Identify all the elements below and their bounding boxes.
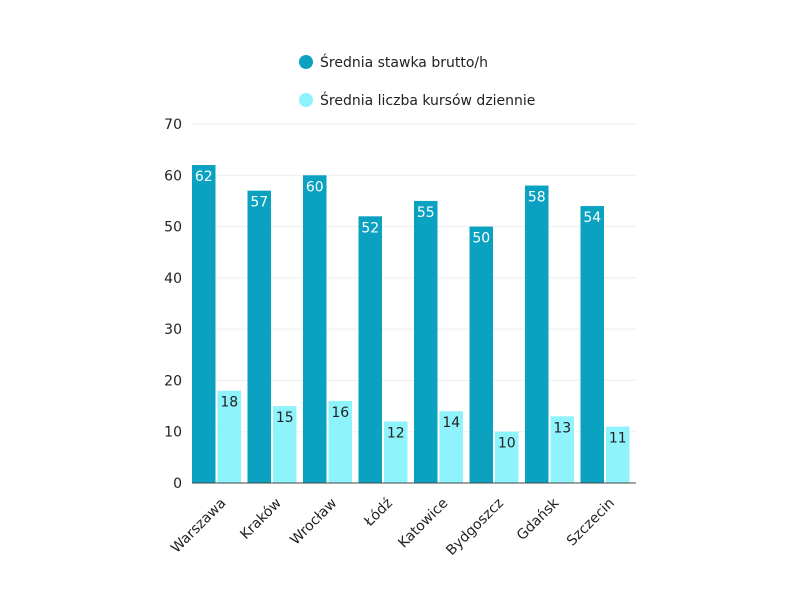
bar xyxy=(606,426,630,483)
bar xyxy=(550,416,574,483)
x-tick-label: Łódź xyxy=(361,495,396,530)
bar xyxy=(273,406,297,483)
bar xyxy=(469,226,493,484)
bar xyxy=(525,185,549,484)
y-tick-label: 60 xyxy=(164,168,182,184)
bars: 62 18 57 15 60 16 52 12 55 14 50 10 58 13 54 11 xyxy=(192,165,636,484)
x-tick-label: Warszawa xyxy=(168,495,229,556)
bar xyxy=(217,390,241,483)
bar-value-label: 52 xyxy=(361,220,379,236)
bar-value-label: 15 xyxy=(276,410,294,426)
y-tick-label: 0 xyxy=(173,476,182,492)
bar xyxy=(495,431,519,483)
bar xyxy=(247,190,271,483)
legend-label: Średnia liczba kursów dziennie xyxy=(320,91,535,109)
bar xyxy=(580,206,604,484)
y-tick-label: 50 xyxy=(164,220,182,236)
bar-value-label: 50 xyxy=(472,231,490,247)
bar-value-label: 55 xyxy=(417,205,435,221)
bar xyxy=(358,216,382,484)
bar-value-label: 54 xyxy=(583,210,601,226)
bar-value-label: 60 xyxy=(306,179,324,195)
bar-value-label: 12 xyxy=(387,425,405,441)
bar-value-label: 10 xyxy=(498,436,516,452)
y-tick-label: 20 xyxy=(164,373,182,389)
bar xyxy=(439,411,463,483)
legend-swatch xyxy=(299,93,313,107)
bar-value-label: 57 xyxy=(250,195,268,211)
legend-swatch xyxy=(299,55,313,69)
bar-value-label: 13 xyxy=(553,420,571,436)
legend-label: Średnia stawka brutto/h xyxy=(320,53,488,71)
y-tick-label: 70 xyxy=(164,117,182,133)
bar-value-label: 16 xyxy=(331,405,349,421)
bar-value-label: 18 xyxy=(220,395,238,411)
x-tick-label: Szczecin xyxy=(564,495,618,549)
x-tick-label: Katowice xyxy=(395,495,451,551)
y-tick-label: 30 xyxy=(164,322,182,338)
bar xyxy=(384,421,408,483)
bar-value-label: 62 xyxy=(195,169,213,185)
x-tick-label: Kraków xyxy=(237,495,284,542)
legend: Średnia stawka brutto/h Średnia liczba ku… xyxy=(299,53,535,109)
bar xyxy=(303,175,327,484)
bar xyxy=(328,400,352,483)
bar-value-label: 58 xyxy=(528,190,546,206)
bar-value-label: 11 xyxy=(609,431,627,447)
y-axis: 0 10 20 30 40 50 60 70 xyxy=(164,117,182,492)
x-tick-label: Bydgoszcz xyxy=(443,495,507,559)
x-axis: Warszawa Kraków Wrocław Łódź KatowiceBydgosz… xyxy=(168,495,618,559)
x-tick-label: Wrocław xyxy=(287,495,340,548)
bar-value-label: 14 xyxy=(442,415,460,431)
legend-item: Średnia liczba kursów dziennie xyxy=(299,91,535,109)
legend-item: Średnia stawka brutto/h xyxy=(299,53,488,71)
y-tick-label: 10 xyxy=(164,425,182,441)
bar xyxy=(192,165,216,483)
y-tick-label: 40 xyxy=(164,271,182,287)
bar xyxy=(414,200,438,483)
x-tick-label: Gdańsk xyxy=(514,495,563,544)
